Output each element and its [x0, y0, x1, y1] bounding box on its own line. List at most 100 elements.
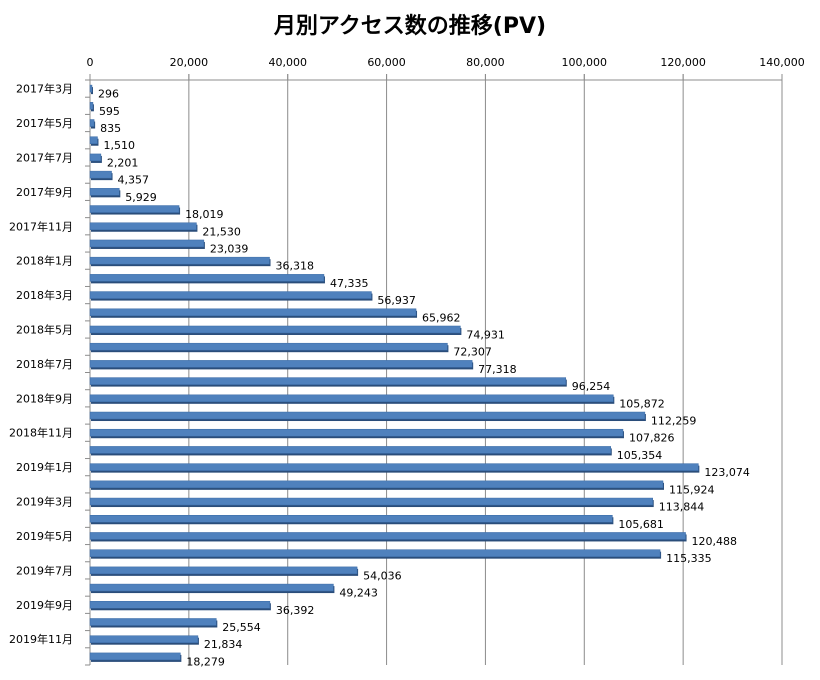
y-tick-label: 2018年1月: [16, 254, 73, 268]
bar: [89, 566, 358, 575]
value-label: 56,937: [377, 294, 416, 307]
y-tick-label: 2019年5月: [16, 529, 73, 543]
value-label: 115,335: [666, 552, 712, 565]
value-label: 115,924: [669, 483, 715, 496]
y-tick-label: 2019年1月: [16, 460, 73, 474]
bar: [89, 480, 664, 489]
bar: [89, 274, 325, 282]
bar: [89, 532, 686, 540]
value-label: 23,039: [210, 242, 249, 255]
x-tick-label: 0: [87, 56, 94, 69]
bar: [89, 136, 98, 144]
gridlines: [188, 74, 783, 665]
bar: [89, 411, 646, 420]
bar: [89, 618, 217, 626]
bar: [89, 635, 199, 643]
value-label: 123,074: [704, 466, 750, 479]
bar: [89, 153, 102, 162]
y-tick-label: 2018年5月: [16, 322, 73, 336]
value-label: 96,254: [572, 380, 611, 393]
data-labels: 296 595 835 1,510 2,201 4,357 5,929 18,019 21,53…: [98, 88, 750, 669]
bars: [89, 84, 700, 662]
axes: 0 20,000 40,000 60,000 80,000 100,000 120,000 1…: [9, 56, 805, 666]
value-label: 105,872: [619, 397, 665, 410]
bar: [89, 446, 611, 454]
bar: [89, 601, 271, 609]
value-label: 107,826: [629, 432, 675, 445]
y-tick-label: 2019年9月: [16, 598, 73, 612]
x-tick-label: 20,000: [170, 56, 209, 69]
y-tick-label: 2017年11月: [9, 219, 73, 233]
bar: [89, 583, 334, 592]
bar: [89, 308, 417, 317]
value-label: 47,335: [330, 277, 369, 290]
x-tick-label: 100,000: [562, 56, 608, 69]
value-label: 77,318: [478, 363, 517, 376]
value-label: 4,357: [118, 174, 150, 187]
y-tick-label: 2019年3月: [16, 495, 73, 509]
y-tick-label: 2018年9月: [16, 391, 73, 405]
y-tick-label: 2017年7月: [16, 150, 73, 164]
value-label: 49,243: [339, 587, 378, 600]
value-label: 36,318: [276, 260, 315, 273]
value-label: 72,307: [453, 346, 492, 359]
value-label: 5,929: [125, 191, 157, 204]
bar: [89, 549, 661, 557]
value-label: 835: [100, 122, 121, 135]
value-label: 21,834: [204, 638, 243, 651]
bar: [89, 119, 95, 127]
bar: [89, 84, 93, 93]
bar: [89, 394, 614, 403]
value-label: 18,019: [185, 208, 224, 221]
value-label: 65,962: [422, 311, 461, 324]
bar: [89, 291, 372, 299]
value-label: 1,510: [103, 139, 135, 152]
bar: [89, 463, 699, 471]
value-label: 105,354: [617, 449, 663, 462]
bar: [89, 256, 270, 265]
value-label: 2,201: [107, 156, 139, 169]
bar: [89, 325, 461, 334]
y-tick-label: 2018年11月: [9, 426, 73, 440]
value-label: 113,844: [659, 501, 705, 514]
x-tick-label: 140,000: [759, 56, 805, 69]
value-label: 296: [98, 88, 119, 101]
value-label: 54,036: [363, 569, 402, 582]
bar: [89, 239, 205, 248]
bar: [89, 360, 473, 368]
x-tick-label: 120,000: [660, 56, 706, 69]
bar: [89, 102, 94, 110]
value-label: 112,259: [651, 415, 697, 428]
bar: [89, 170, 112, 179]
bar: [89, 377, 567, 385]
x-tick-label: 40,000: [268, 56, 307, 69]
value-label: 21,530: [202, 225, 241, 238]
value-label: 595: [99, 105, 120, 118]
bar: [89, 222, 197, 230]
bar: [89, 205, 180, 213]
y-tick-label: 2017年5月: [16, 116, 73, 130]
value-label: 120,488: [692, 535, 738, 548]
value-label: 25,554: [222, 621, 260, 634]
bar: [89, 515, 613, 523]
value-label: 36,392: [276, 604, 315, 617]
y-tick-label: 2018年3月: [16, 288, 73, 302]
chart-title: 月別アクセス数の推移(PV): [273, 14, 547, 39]
value-label: 18,279: [186, 655, 225, 668]
bar: [89, 428, 624, 437]
y-tick-label: 2019年7月: [16, 563, 73, 577]
value-label: 74,931: [466, 328, 505, 341]
y-tick-label: 2017年9月: [16, 185, 73, 199]
bar: [89, 342, 448, 351]
bar: [89, 188, 120, 196]
x-tick-label: 60,000: [367, 56, 406, 69]
value-label: 105,681: [618, 518, 664, 531]
y-tick-label: 2017年3月: [16, 82, 73, 96]
y-tick-label: 2018年7月: [16, 357, 73, 371]
bar: [89, 497, 653, 506]
x-tick-label: 80,000: [466, 56, 505, 69]
y-tick-label: 2019年11月: [9, 632, 73, 646]
bar: [89, 652, 181, 661]
